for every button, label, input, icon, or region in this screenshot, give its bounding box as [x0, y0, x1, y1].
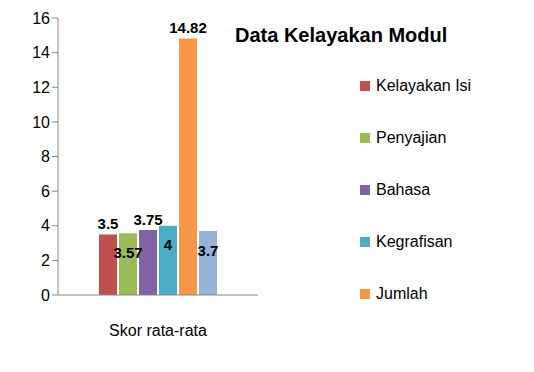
html-text:Kegrafisan: Kegrafisan — [376, 233, 453, 250]
html-text:Kelayakan Isi: Kelayakan Isi — [376, 77, 472, 94]
svg-text:4: 4 — [164, 236, 173, 253]
svg-text:8: 8 — [41, 148, 50, 165]
svg-text:6: 6 — [41, 183, 50, 200]
svg-text:3.75: 3.75 — [133, 211, 162, 228]
html-text:Bahasa: Bahasa — [376, 181, 431, 198]
svg-text:14.82: 14.82 — [169, 19, 207, 36]
svg-text:3.5: 3.5 — [98, 215, 119, 232]
html-text:Jumlah: Jumlah — [376, 285, 428, 302]
svg-text:10: 10 — [32, 114, 50, 131]
svg-text:2: 2 — [41, 252, 50, 269]
svg-text:Skor rata-rata: Skor rata-rata — [109, 322, 207, 339]
svg-text:3.7: 3.7 — [198, 242, 219, 259]
html-text:Data Kelayakan Modul: Data Kelayakan Modul — [235, 24, 448, 46]
svg-text:16: 16 — [32, 10, 50, 27]
svg-text:0: 0 — [41, 287, 50, 304]
html-text:Penyajian: Penyajian — [376, 129, 447, 146]
svg-text:3.57: 3.57 — [113, 244, 142, 261]
svg-text:14: 14 — [32, 44, 50, 61]
svg-text:12: 12 — [32, 79, 50, 96]
svg-text:4: 4 — [41, 217, 50, 234]
